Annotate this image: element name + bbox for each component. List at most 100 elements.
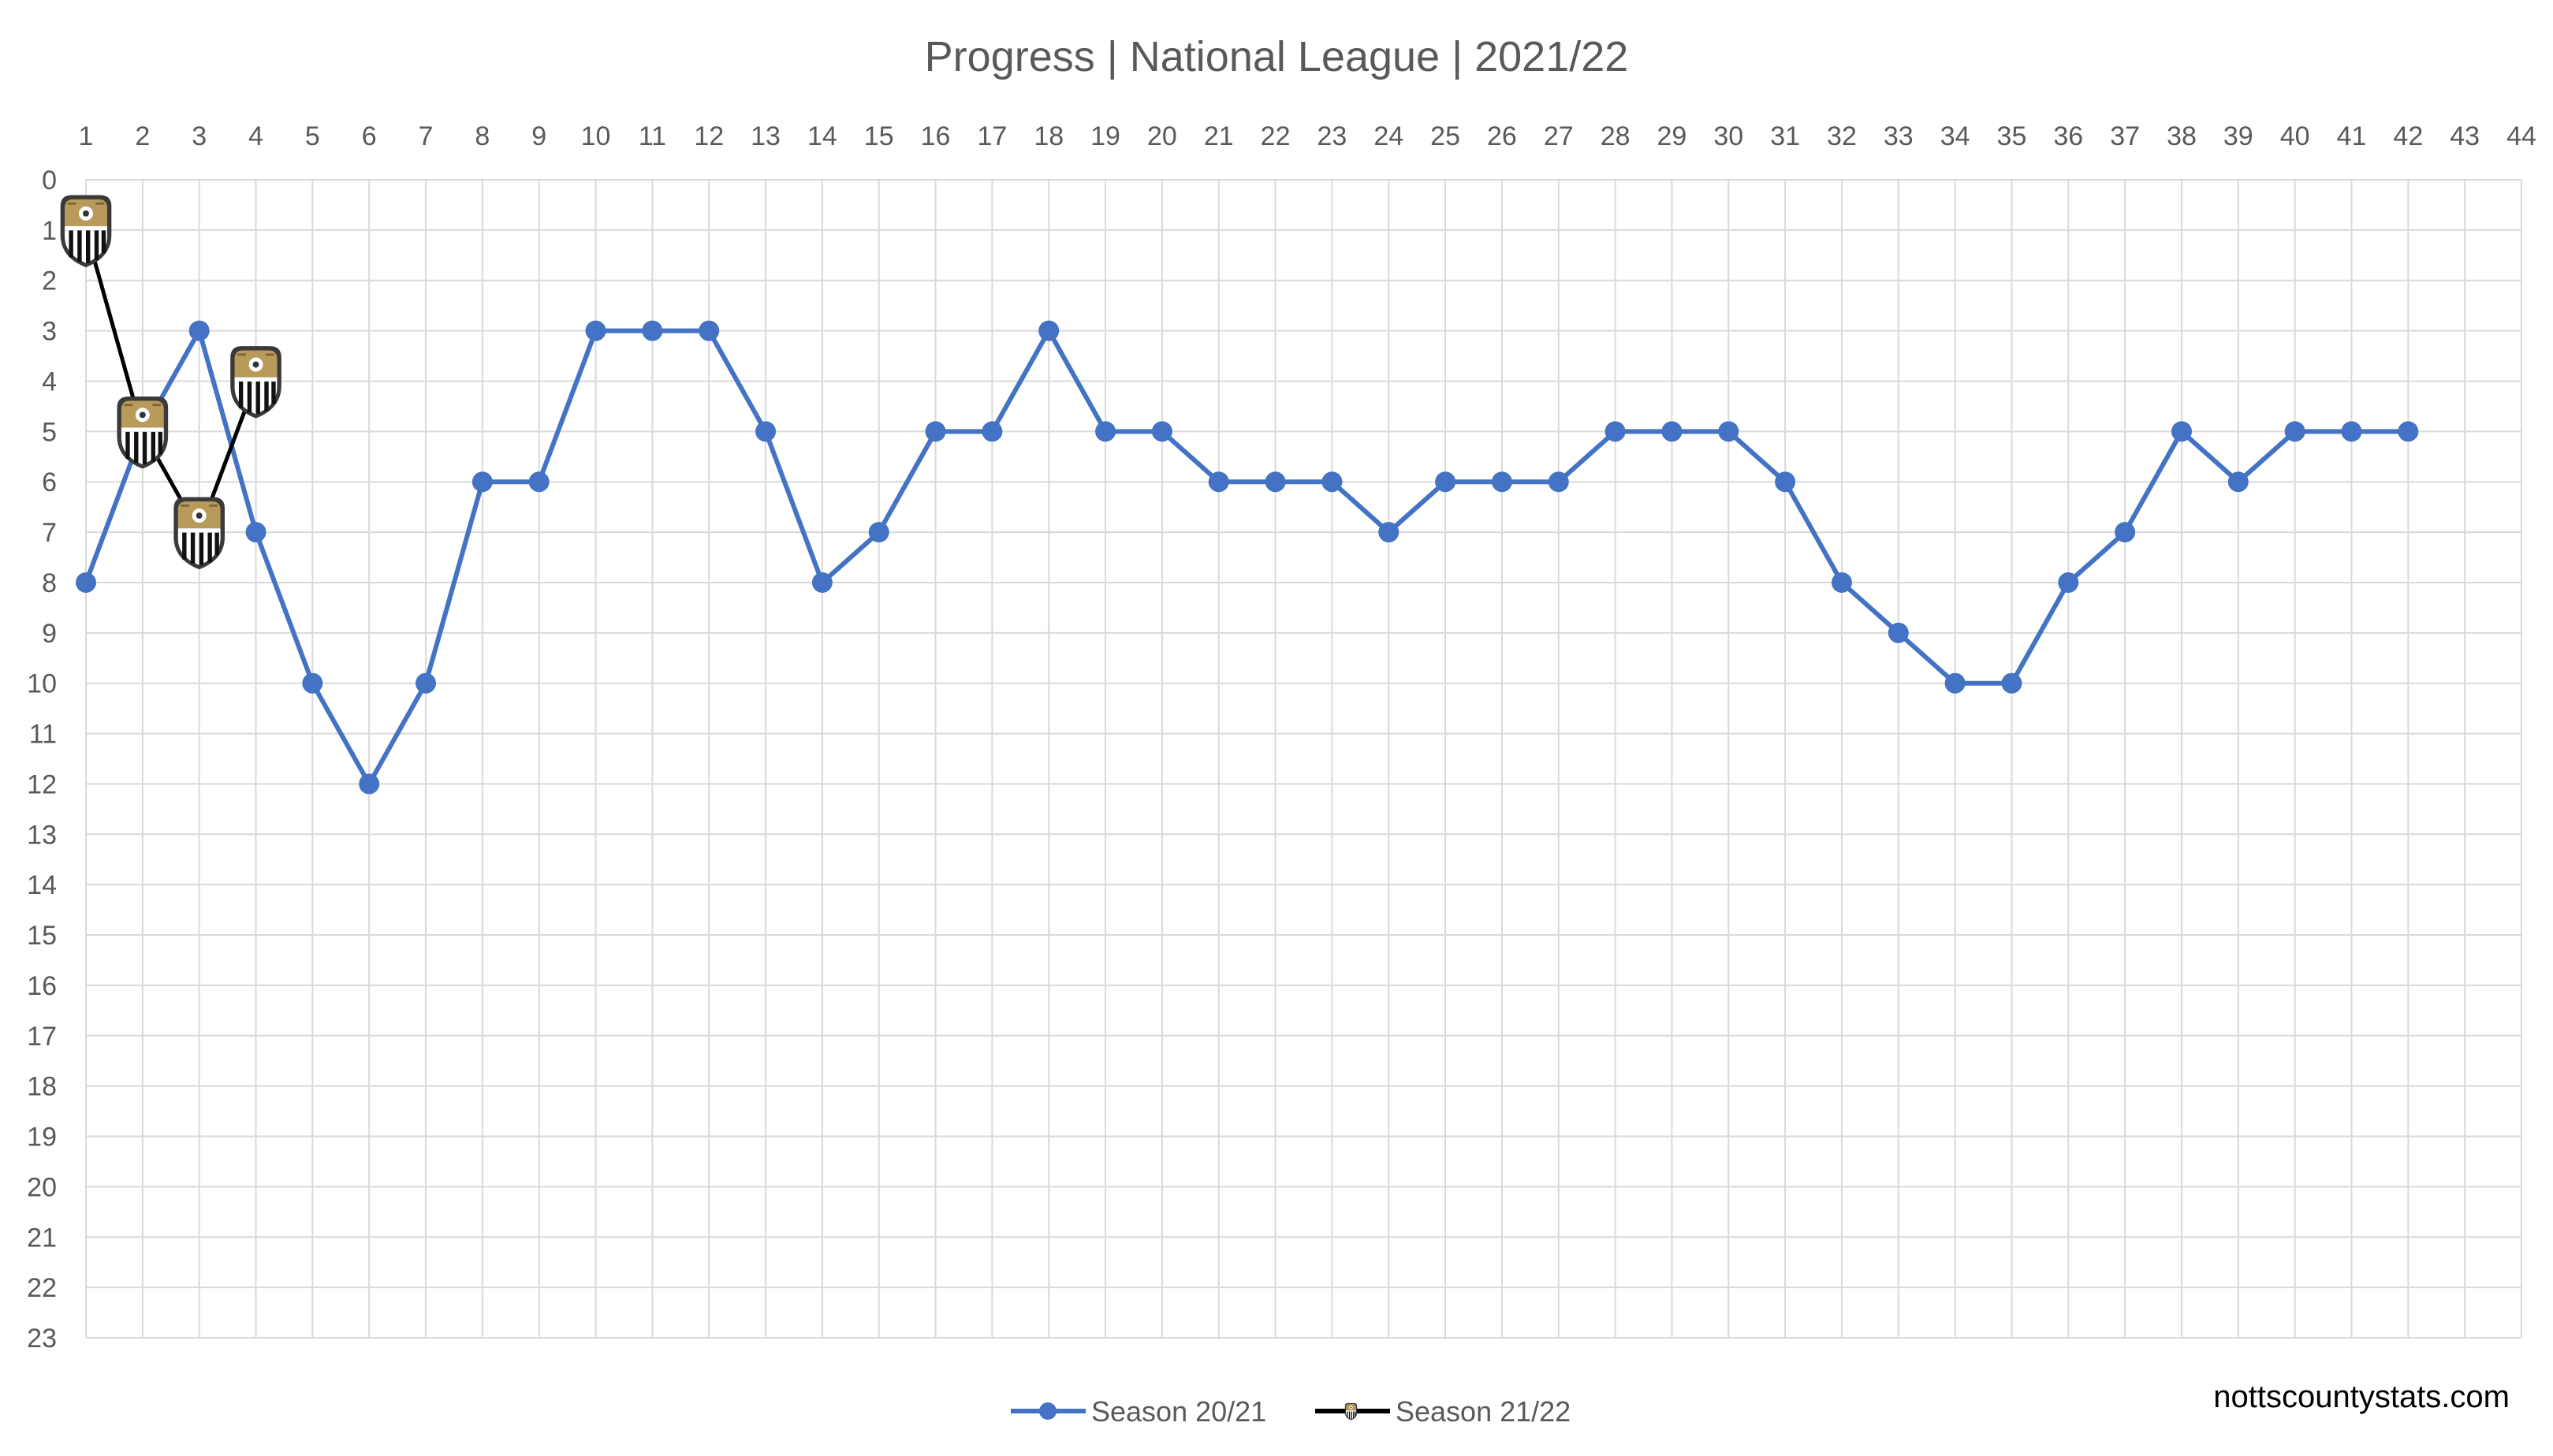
- club-crest-icon: [116, 395, 170, 470]
- club-crest-icon: [59, 194, 113, 269]
- y-tick-label: 1: [42, 216, 57, 246]
- data-point-season-20-21: [1265, 471, 1286, 493]
- legend[interactable]: Season 20/21 Season 21/22: [1011, 1395, 1571, 1428]
- data-point-season-20-21: [1038, 320, 1060, 341]
- x-tick-label: 35: [1997, 121, 2027, 151]
- x-tick-label: 6: [362, 121, 377, 151]
- x-tick-label: 34: [1940, 121, 1970, 151]
- x-tick-label: 18: [1034, 121, 1064, 151]
- x-tick-label: 33: [1884, 121, 1914, 151]
- x-tick-label: 41: [2337, 121, 2367, 151]
- x-tick-label: 31: [1770, 121, 1800, 151]
- x-tick-label: 16: [921, 121, 951, 151]
- x-tick-label: 2: [135, 121, 150, 151]
- y-tick-label: 5: [42, 417, 57, 447]
- data-point-season-20-21: [1378, 522, 1399, 543]
- x-tick-label: 19: [1090, 121, 1120, 151]
- x-tick-label: 43: [2450, 121, 2480, 151]
- y-tick-label: 3: [42, 317, 57, 347]
- x-tick-label: 21: [1204, 121, 1234, 151]
- data-point-season-20-21: [188, 320, 210, 341]
- y-tick-label: 13: [27, 820, 57, 850]
- data-point-season-20-21: [642, 320, 663, 341]
- data-point-season-20-21: [1604, 421, 1626, 442]
- x-tick-label: 15: [864, 121, 894, 151]
- data-point-season-20-21: [1491, 471, 1512, 493]
- y-tick-label: 14: [27, 870, 57, 900]
- data-point-season-20-21: [699, 320, 720, 341]
- data-point-season-20-21: [2227, 471, 2249, 493]
- y-tick-label: 6: [42, 467, 57, 497]
- data-point-season-20-21: [1944, 672, 1966, 694]
- data-point-season-20-21: [2171, 421, 2192, 442]
- x-tick-label: 22: [1261, 121, 1291, 151]
- data-point-season-20-21: [1321, 471, 1343, 493]
- x-tick-label: 25: [1430, 121, 1460, 151]
- legend-marker-season-20-21: [1039, 1402, 1057, 1420]
- x-tick-label: 20: [1147, 121, 1177, 151]
- x-tick-label: 29: [1657, 121, 1687, 151]
- data-point-season-20-21: [1208, 471, 1229, 493]
- y-tick-label: 22: [27, 1273, 57, 1303]
- data-point-season-20-21: [2115, 522, 2136, 543]
- legend-item-season-21-22[interactable]: Season 21/22: [1315, 1395, 1571, 1428]
- x-tick-label: 26: [1487, 121, 1517, 151]
- x-tick-label: 30: [1713, 121, 1743, 151]
- data-point-season-20-21: [471, 471, 493, 493]
- x-tick-label: 23: [1317, 121, 1347, 151]
- data-point-season-20-21: [2001, 672, 2022, 694]
- x-tick-label: 9: [531, 121, 546, 151]
- x-tick-label: 28: [1601, 121, 1631, 151]
- y-tick-label: 17: [27, 1022, 57, 1052]
- y-tick-label: 0: [42, 166, 57, 195]
- chart-title: Progress | National League | 2021/22: [925, 33, 1629, 80]
- series-line-0: [84, 328, 2409, 787]
- series-plot-area: [59, 194, 2419, 795]
- x-tick-label: 38: [2167, 121, 2197, 151]
- x-tick-label: 42: [2393, 121, 2423, 151]
- y-tick-label: 18: [27, 1072, 57, 1102]
- series-line-1: [84, 229, 258, 534]
- x-tick-label: 13: [751, 121, 781, 151]
- legend-label-season-20-21: Season 20/21: [1091, 1395, 1266, 1428]
- y-tick-label: 12: [27, 769, 57, 799]
- data-point-season-20-21: [585, 320, 606, 341]
- data-point-season-20-21: [925, 421, 946, 442]
- x-tick-label: 39: [2223, 121, 2253, 151]
- club-crest-icon: [172, 496, 226, 571]
- data-point-season-20-21: [2341, 421, 2362, 442]
- y-tick-label: 19: [27, 1123, 57, 1153]
- data-point-season-20-21: [868, 522, 889, 543]
- data-point-season-20-21: [359, 773, 380, 795]
- x-tick-label: 11: [639, 121, 666, 151]
- x-tick-label: 27: [1544, 121, 1574, 151]
- data-point-season-20-21: [755, 421, 777, 442]
- x-axis-tick-labels: 1 2 3 4 5 6 7 8 9 10 11 12 13 14 15 16 17 18 19 20 21 22 23 24 2…: [79, 121, 2536, 151]
- y-tick-label: 4: [42, 367, 57, 397]
- legend-item-season-20-21[interactable]: Season 20/21: [1011, 1395, 1266, 1428]
- data-point-season-20-21: [1151, 421, 1172, 442]
- x-tick-label: 36: [2053, 121, 2083, 151]
- x-tick-label: 1: [79, 121, 94, 151]
- y-tick-label: 8: [42, 568, 57, 598]
- x-tick-label: 7: [419, 121, 434, 151]
- data-point-season-20-21: [1888, 622, 1909, 643]
- x-tick-label: 4: [248, 121, 263, 151]
- x-tick-label: 3: [192, 121, 207, 151]
- x-tick-label: 14: [807, 121, 837, 151]
- data-point-season-20-21: [302, 672, 323, 694]
- data-point-season-20-21: [1548, 471, 1569, 493]
- data-point-season-20-21: [1775, 471, 1796, 493]
- data-point-season-20-21: [1831, 572, 1852, 593]
- data-point-season-20-21: [76, 572, 96, 593]
- y-tick-label: 10: [27, 669, 57, 699]
- club-crest-icon: [229, 344, 283, 420]
- x-tick-label: 8: [475, 121, 490, 151]
- y-tick-label: 20: [27, 1172, 57, 1202]
- y-tick-label: 9: [42, 619, 57, 649]
- y-tick-label: 2: [42, 266, 57, 296]
- y-tick-label: 11: [29, 720, 57, 750]
